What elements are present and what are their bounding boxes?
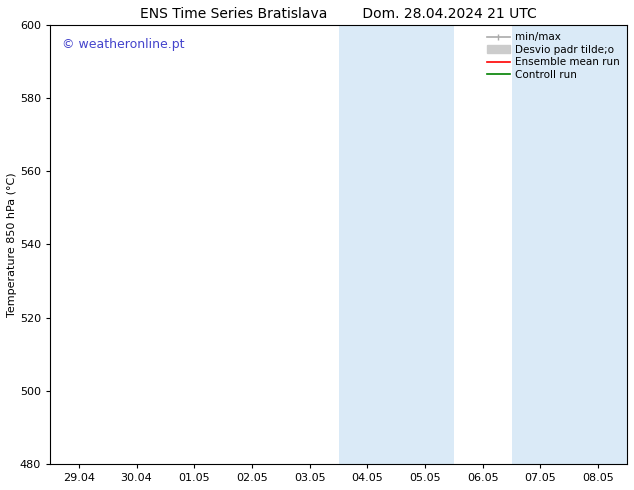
Bar xyxy=(569,25,627,464)
Bar xyxy=(512,25,569,464)
Bar xyxy=(339,25,396,464)
Bar xyxy=(396,25,454,464)
Legend: min/max, Desvio padr tilde;o, Ensemble mean run, Controll run: min/max, Desvio padr tilde;o, Ensemble m… xyxy=(485,30,622,82)
Text: © weatheronline.pt: © weatheronline.pt xyxy=(61,38,184,51)
Title: ENS Time Series Bratislava        Dom. 28.04.2024 21 UTC: ENS Time Series Bratislava Dom. 28.04.20… xyxy=(140,7,537,21)
Y-axis label: Temperature 850 hPa (°C): Temperature 850 hPa (°C) xyxy=(7,172,17,317)
